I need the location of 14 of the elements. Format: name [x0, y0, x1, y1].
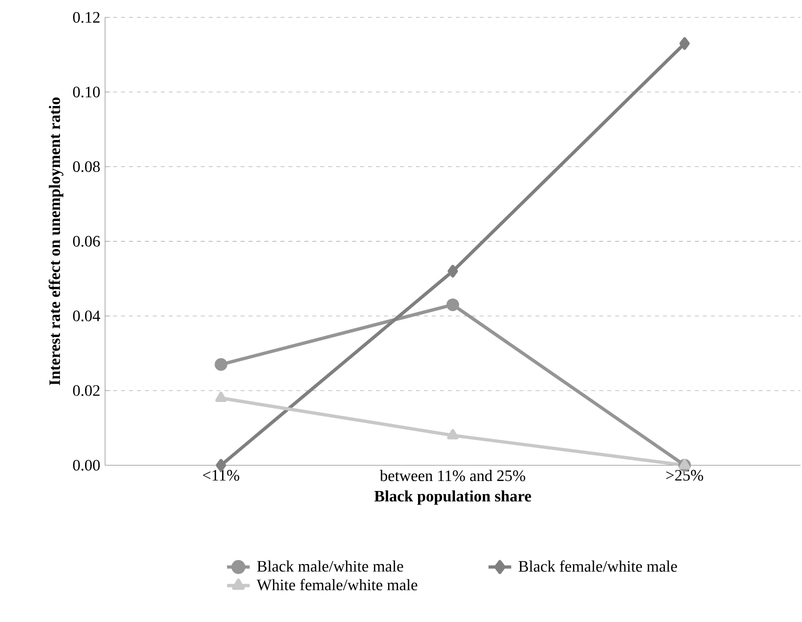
y-tick-label: 0.10 — [73, 86, 100, 98]
y-tick-label: 0.00 — [73, 460, 100, 471]
legend-label: Black male/white male — [257, 560, 404, 572]
x-tick-label: between 11% and 25% — [380, 470, 526, 482]
y-tick-label: 0.02 — [73, 385, 100, 396]
y-tick-label: 0.04 — [73, 310, 100, 322]
x-tick-label: <11% — [202, 470, 240, 481]
x-axis-title: Black population share — [374, 490, 532, 505]
legend-label: Black female/white male — [518, 560, 677, 572]
y-tick-label: 0.06 — [73, 236, 100, 247]
y-axis-title: Interest rate effect on unemployment ratio — [48, 98, 64, 386]
y-tick-label: 0.08 — [73, 161, 100, 172]
legend-label: White female/white male — [256, 578, 418, 590]
y-tick-label: 0.12 — [73, 12, 100, 23]
